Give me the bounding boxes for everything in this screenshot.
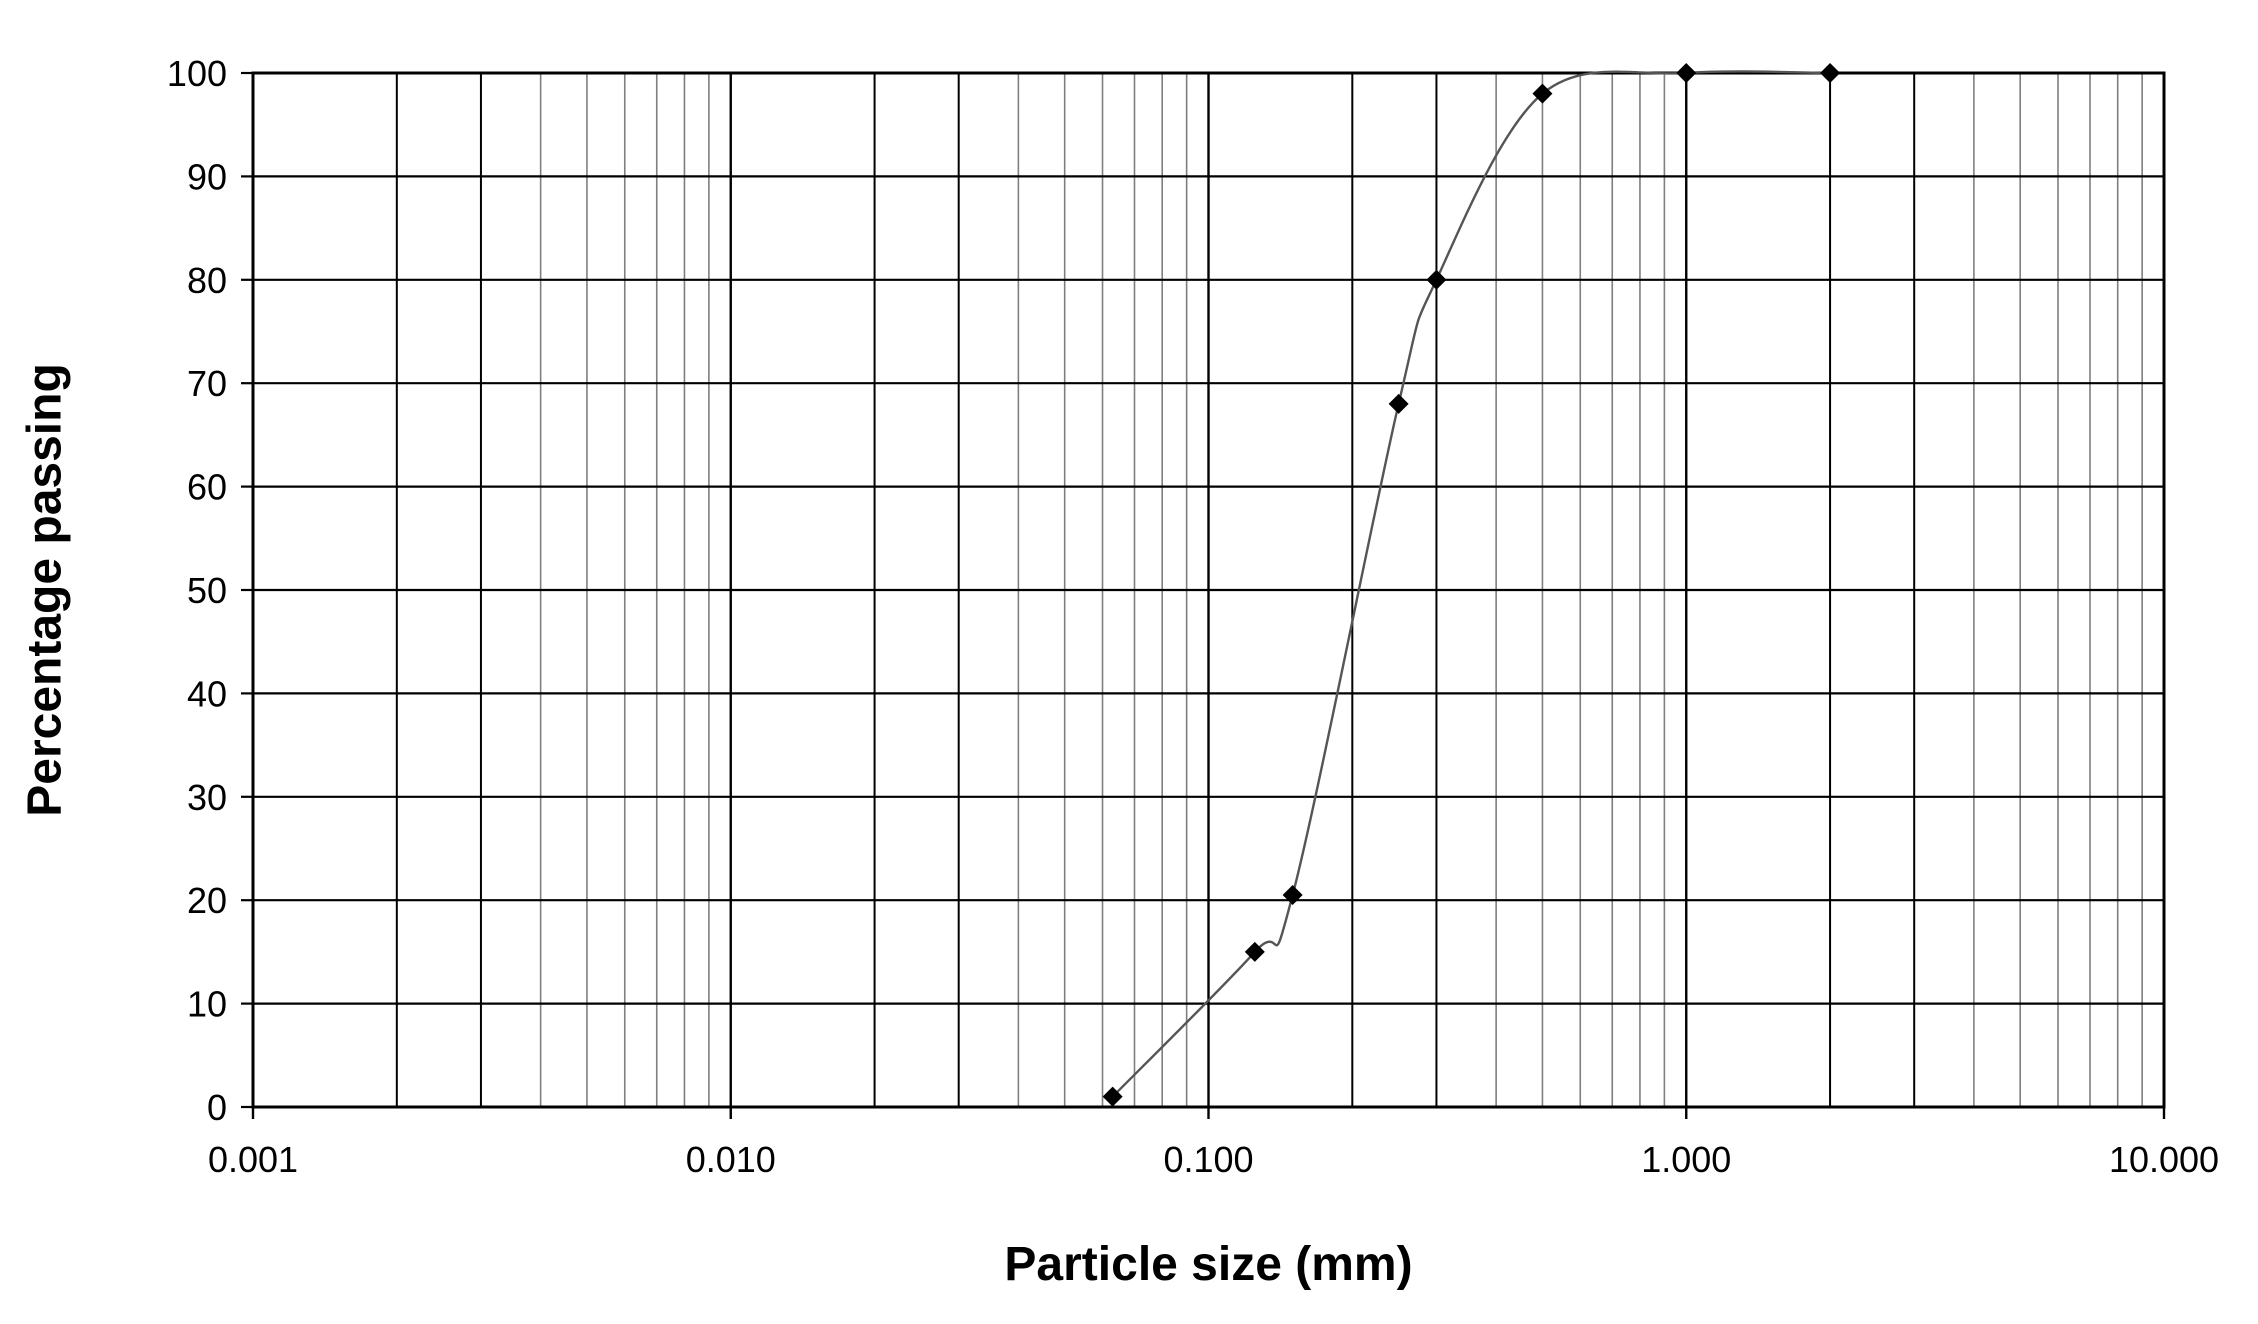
x-tick-label: 0.001 bbox=[208, 1139, 298, 1180]
data-point bbox=[1282, 885, 1303, 906]
y-tick-label: 80 bbox=[187, 260, 227, 301]
x-tick-label: 0.010 bbox=[686, 1139, 776, 1180]
data-point bbox=[1532, 83, 1553, 104]
data-point bbox=[1426, 269, 1447, 290]
y-axis-title: Percentage passing bbox=[19, 363, 72, 817]
x-tick-label: 0.100 bbox=[1163, 1139, 1253, 1180]
y-tick-label: 30 bbox=[187, 777, 227, 818]
x-tick-labels: 0.001 0.010 0.100 1.000 10.000 bbox=[208, 1139, 2219, 1180]
data-point bbox=[1388, 393, 1409, 414]
y-tick-label: 20 bbox=[187, 880, 227, 921]
major-gridlines bbox=[251, 71, 2166, 1109]
y-tick-label: 100 bbox=[167, 53, 227, 94]
data-markers bbox=[1102, 63, 1841, 1107]
x-tick-label: 10.000 bbox=[2109, 1139, 2219, 1180]
x-axis-title: Particle size (mm) bbox=[1004, 1238, 1412, 1291]
series-line bbox=[1111, 70, 1831, 1098]
data-point bbox=[1102, 1086, 1123, 1107]
data-point bbox=[1676, 63, 1697, 83]
data-point bbox=[1820, 63, 1841, 83]
y-tick-label: 10 bbox=[187, 984, 227, 1025]
y-tick-label: 40 bbox=[187, 673, 227, 714]
y-tick-labels: 0 10 20 30 40 50 60 70 80 90 100 bbox=[167, 53, 227, 1128]
fitted-curve bbox=[1111, 70, 1831, 1098]
y-tick-label: 90 bbox=[187, 156, 227, 197]
x-tick-label: 1.000 bbox=[1641, 1139, 1731, 1180]
y-tick-label: 50 bbox=[187, 570, 227, 611]
y-tick-label: 70 bbox=[187, 363, 227, 404]
data-point bbox=[1244, 941, 1265, 962]
y-tick-label: 0 bbox=[207, 1087, 227, 1128]
plot-frame bbox=[241, 71, 2166, 1119]
y-tick-label: 60 bbox=[187, 467, 227, 508]
